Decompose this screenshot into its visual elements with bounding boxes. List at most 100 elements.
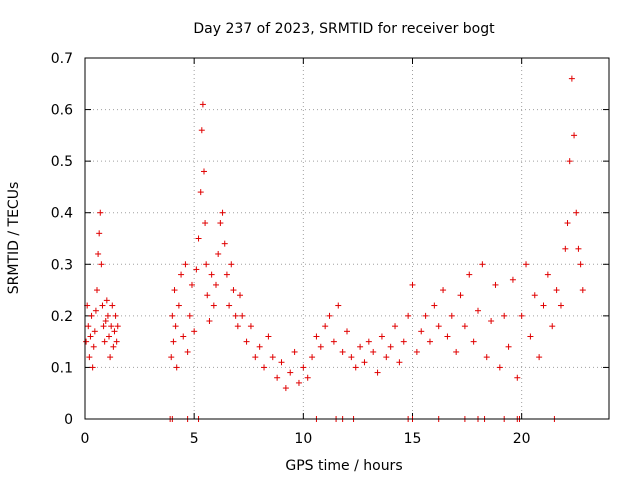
data-point (223, 271, 230, 278)
data-point (405, 312, 412, 319)
data-point (488, 318, 495, 325)
data-point (304, 374, 311, 381)
data-point (104, 312, 111, 319)
data-point (562, 245, 569, 252)
data-point (370, 348, 377, 355)
data-point (83, 338, 90, 345)
data-point (256, 343, 263, 350)
data-point (575, 245, 582, 252)
data-point (232, 312, 239, 319)
data-point (226, 302, 233, 309)
data-point (479, 261, 486, 268)
data-point (94, 287, 101, 294)
data-point (444, 333, 451, 340)
data-point (219, 209, 226, 216)
data-point (440, 287, 447, 294)
data-point (361, 359, 368, 366)
data-point (475, 307, 481, 314)
data-point (295, 379, 302, 386)
data-point (514, 374, 521, 381)
data-point (215, 250, 222, 257)
data-point (278, 359, 285, 366)
data-point (91, 328, 98, 335)
data-point (396, 359, 403, 366)
data-point (557, 302, 564, 309)
data-point (413, 348, 420, 355)
data-point (237, 292, 244, 299)
data-point (243, 338, 250, 345)
data-point (300, 364, 307, 371)
data-point (322, 323, 329, 330)
x-tick-label: 10 (294, 431, 312, 447)
data-point (435, 323, 442, 330)
data-point (204, 292, 211, 299)
data-point (97, 209, 104, 216)
x-tick-label: 15 (404, 431, 422, 447)
x-tick-label: 20 (513, 431, 531, 447)
data-point (172, 323, 179, 330)
data-point (549, 323, 556, 330)
data-point (208, 271, 215, 278)
data-point (566, 158, 573, 165)
data-point (191, 328, 198, 335)
data-point (378, 333, 385, 340)
data-point (461, 323, 468, 330)
data-point (568, 75, 575, 82)
data-point (523, 261, 530, 268)
data-point (198, 127, 205, 134)
data-point (518, 312, 525, 319)
data-point (186, 312, 193, 319)
data-point (553, 287, 560, 294)
data-point (383, 354, 390, 361)
data-point (470, 338, 477, 345)
x-tick-label: 5 (190, 431, 199, 447)
plot-frame (84, 57, 610, 420)
data-point (182, 261, 189, 268)
data-point (90, 343, 97, 350)
data-point (193, 266, 200, 273)
data-point (199, 101, 206, 108)
data-point (431, 302, 438, 309)
data-point (92, 307, 99, 314)
data-point (113, 338, 120, 345)
grid (85, 58, 609, 419)
data-point (330, 338, 337, 345)
data-point (448, 312, 455, 319)
data-point (422, 312, 429, 319)
data-point (108, 323, 115, 330)
data-point (99, 302, 106, 309)
data-point (98, 261, 105, 268)
data-point (265, 333, 272, 340)
data-point (457, 292, 464, 299)
data-point (200, 168, 207, 175)
data-point (309, 354, 316, 361)
y-tick-label: 0 (64, 412, 73, 428)
y-tick-label: 0.1 (51, 360, 73, 376)
data-point (88, 312, 95, 319)
data-point (313, 333, 320, 340)
data-point (374, 369, 381, 376)
data-point (202, 220, 209, 227)
data-point (213, 281, 219, 288)
data-point (282, 385, 289, 392)
data-point (170, 338, 177, 345)
x-axis-label: GPS time / hours (285, 458, 402, 474)
data-point (274, 374, 281, 381)
data-point (111, 328, 118, 335)
data-point (247, 323, 254, 330)
data-point (564, 220, 571, 227)
data-point (107, 354, 114, 361)
data-point (527, 333, 534, 340)
y-tick-labels: 0 0.1 0.2 0.3 0.4 0.5 0.6 0.7 (51, 51, 73, 428)
axis-ticks (84, 57, 609, 420)
data-point (579, 287, 586, 294)
data-point (175, 302, 182, 309)
data-point (453, 348, 460, 355)
y-tick-label: 0.3 (51, 257, 73, 273)
data-point (409, 281, 416, 288)
data-point (101, 338, 108, 345)
data-point (505, 343, 512, 350)
data-point (387, 343, 394, 350)
data-point (184, 348, 191, 355)
